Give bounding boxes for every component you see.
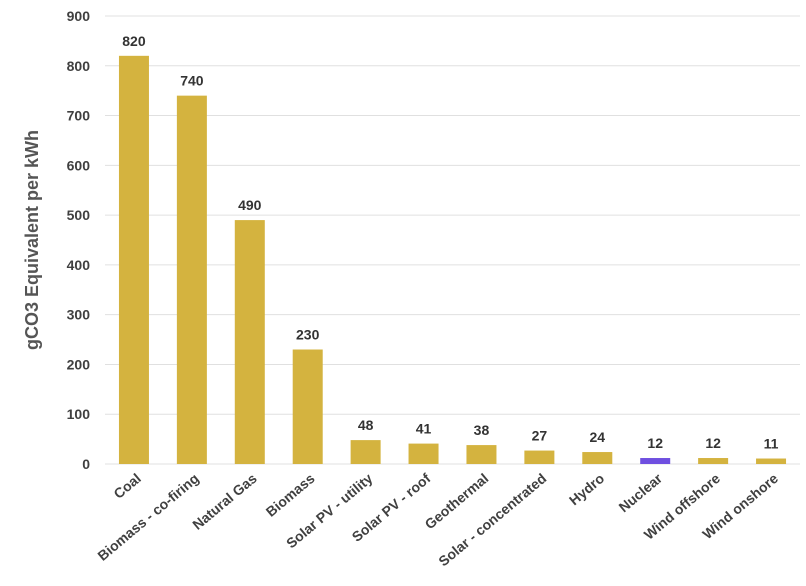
x-category-label: Nuclear (616, 470, 666, 516)
bar (640, 458, 671, 464)
bar-value-label: 24 (590, 429, 606, 445)
bar-value-label: 11 (764, 436, 779, 452)
bar-value-label: 12 (647, 435, 663, 451)
data-labels: 820 740 490 230 48 41 38 27 24 12 12 11 (122, 33, 778, 452)
bar-value-label: 48 (358, 417, 374, 433)
bars (118, 55, 787, 465)
y-tick-label: 900 (67, 8, 91, 24)
bar (698, 458, 729, 464)
bar (176, 95, 207, 465)
bar-value-label: 740 (180, 73, 204, 89)
y-tick-label: 500 (67, 207, 91, 223)
bar (582, 452, 613, 464)
x-category-label: Natural Gas (189, 470, 260, 533)
x-category-label: Biomass - co-firing (94, 470, 201, 564)
y-tick-label: 700 (67, 108, 91, 124)
y-tick-label: 400 (67, 257, 91, 273)
y-tick-label: 100 (67, 406, 91, 422)
bar (756, 458, 787, 464)
bar-value-label: 230 (296, 327, 320, 343)
bar (408, 443, 439, 464)
bar-value-label: 490 (238, 197, 262, 213)
y-tick-label: 800 (67, 58, 91, 74)
bar-value-label: 41 (416, 421, 432, 437)
bar-value-label: 38 (474, 422, 490, 438)
y-tick-label: 600 (67, 157, 91, 173)
x-category-label: Hydro (566, 470, 607, 508)
y-tick-label: 200 (67, 356, 91, 372)
bar-value-label: 820 (122, 33, 146, 49)
bar (234, 220, 265, 464)
bar (118, 55, 149, 464)
bar (350, 440, 381, 464)
y-tick-label: 0 (82, 456, 90, 472)
x-category-label: Coal (110, 470, 144, 502)
bar (466, 445, 497, 464)
y-axis-title: gCO3 Equivalent per kWh (22, 130, 42, 350)
y-tick-label: 300 (67, 307, 91, 323)
bar-value-label: 27 (532, 428, 548, 444)
bar-value-label: 12 (705, 435, 721, 451)
y-axis-ticks: 0 100 200 300 400 500 600 700 800 900 (67, 8, 91, 472)
x-category-label: Biomass (263, 470, 318, 520)
bar (292, 349, 323, 464)
gridlines (105, 15, 800, 465)
x-category-label: Solar - concentrated (435, 470, 549, 569)
bar (524, 450, 555, 464)
